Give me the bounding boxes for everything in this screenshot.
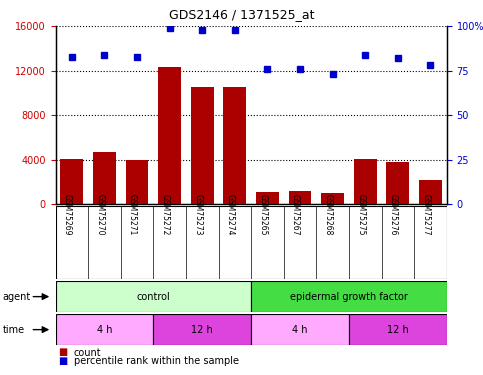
Bar	[93, 152, 116, 204]
Bar	[56, 314, 154, 345]
Text: 4 h: 4 h	[97, 325, 112, 334]
Text: time: time	[2, 325, 25, 334]
Bar	[251, 314, 349, 345]
Text: GSM75269: GSM75269	[63, 194, 72, 236]
Text: GSM75268: GSM75268	[324, 194, 333, 236]
Text: 12 h: 12 h	[191, 325, 213, 334]
Bar	[321, 193, 344, 204]
Text: GDS2146 / 1371525_at: GDS2146 / 1371525_at	[169, 8, 314, 21]
Bar	[224, 87, 246, 204]
Text: GSM75265: GSM75265	[258, 194, 268, 236]
Text: GSM75277: GSM75277	[422, 194, 430, 236]
Bar	[349, 314, 447, 345]
Text: ■: ■	[58, 356, 67, 366]
Text: epidermal growth factor: epidermal growth factor	[290, 292, 408, 302]
Text: 4 h: 4 h	[292, 325, 308, 334]
Text: agent: agent	[2, 292, 30, 302]
Bar	[256, 192, 279, 204]
Text: count: count	[74, 348, 101, 357]
Bar	[289, 191, 312, 204]
Bar	[354, 159, 377, 204]
Text: GSM75273: GSM75273	[193, 194, 202, 236]
Text: control: control	[137, 292, 170, 302]
Bar	[251, 281, 447, 312]
Text: GSM75275: GSM75275	[356, 194, 365, 236]
Text: GSM75276: GSM75276	[389, 194, 398, 236]
Text: percentile rank within the sample: percentile rank within the sample	[74, 356, 239, 366]
Bar	[56, 281, 251, 312]
Bar	[191, 87, 213, 204]
Bar	[386, 162, 409, 204]
Text: GSM75270: GSM75270	[96, 194, 104, 236]
Text: GSM75272: GSM75272	[161, 194, 170, 236]
Text: GSM75267: GSM75267	[291, 194, 300, 236]
Bar	[158, 68, 181, 204]
Text: GSM75274: GSM75274	[226, 194, 235, 236]
Bar	[154, 314, 251, 345]
Text: GSM75271: GSM75271	[128, 194, 137, 236]
Text: 12 h: 12 h	[387, 325, 409, 334]
Text: ■: ■	[58, 348, 67, 357]
Bar	[60, 159, 83, 204]
Bar	[126, 160, 148, 204]
Bar	[419, 180, 442, 204]
